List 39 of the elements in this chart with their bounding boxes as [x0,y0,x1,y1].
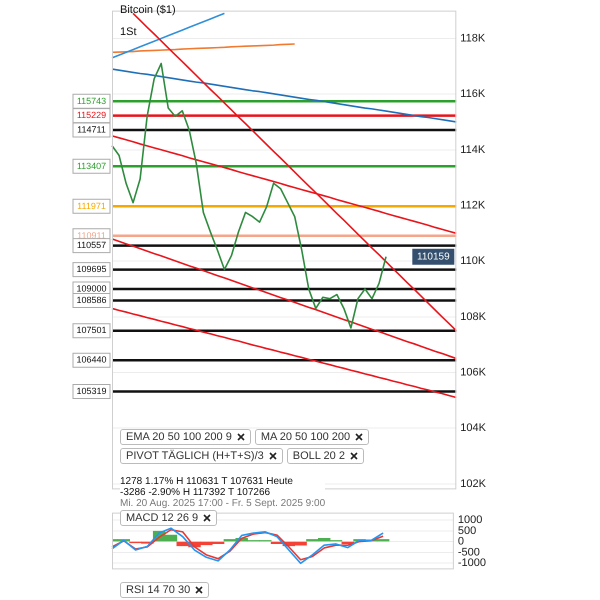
ref-line-label: 108586 [76,294,107,305]
y-tick-label: 114K [460,144,486,156]
ref-line-label: 110557 [76,240,106,250]
ref-line-label: 105319 [76,386,107,396]
y-tick-label: 102K [460,478,487,490]
ref-line-label: 109695 [76,264,107,274]
y-tick-label: 118K [460,32,486,44]
annotation: -3286 -2.90% H 117392 T 107266 [120,487,272,498]
chart-title: Bitcoin ($1) [120,4,176,16]
ref-line-label: 106440 [76,354,107,365]
ref-line-label: 107501 [76,325,107,336]
text: 1St [120,26,138,38]
y-tick-label: -500 [458,546,480,558]
y-tick-label: 110K [460,255,486,268]
y-tick-label: 112K [460,199,486,212]
ref-line-label: 111971 [77,200,106,211]
text: Mi. 20 Aug. 2025 17:00 - Fr. 5 Sept. 2025 9:00 [120,498,326,509]
y-tick-label: 116K [460,88,486,100]
y-tick-label: 106K [460,366,487,379]
y-tick-label: 0 [458,536,464,548]
annotation: EMA 20 50 100 200 9 [126,431,232,443]
y-tick-label: 104K [460,422,487,434]
ref-line-label: 109000 [76,283,107,294]
y-tick-label: -1000 [458,557,486,569]
ref-line-label: 113407 [76,160,106,171]
y-tick-label: 500 [458,524,476,537]
ref-line-label: 110911 [77,230,106,240]
y-tick-label: 1000 [458,514,482,526]
ref-line-label: 115743 [76,96,106,106]
text: RSI 14 70 30 [126,584,190,596]
annotation: MACD 12 26 9 [126,512,198,524]
annotation: 110159 [416,251,450,262]
annotation: BOLL 20 2 [292,450,345,462]
annotation: MA 20 50 100 200 [260,431,350,443]
ref-line-label: 114711 [77,124,106,134]
y-tick-label: 108K [460,310,487,323]
annotation: PIVOT TÄGLICH (H+T+S)/3 [126,450,264,462]
annotation: 1278 1.17% H 110631 T 107631 Heute [120,476,294,487]
ref-line-label: 115229 [76,110,106,120]
